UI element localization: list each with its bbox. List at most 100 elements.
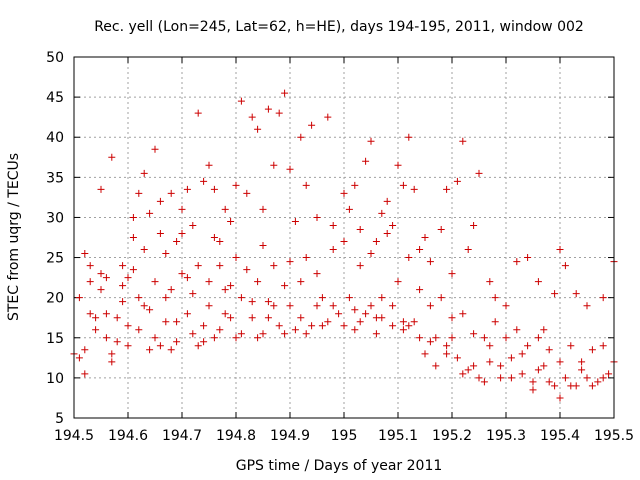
data-point — [189, 290, 197, 298]
y-tick-label: 20 — [46, 291, 64, 307]
data-point — [281, 330, 289, 338]
data-point — [313, 270, 321, 278]
data-point — [561, 374, 569, 382]
data-point — [426, 258, 434, 266]
data-point — [205, 161, 213, 169]
data-point — [448, 334, 456, 342]
data-point — [378, 294, 386, 302]
data-point — [183, 185, 191, 193]
data-point — [416, 334, 424, 342]
data-point — [572, 290, 580, 298]
data-point — [124, 274, 132, 282]
data-point — [556, 394, 564, 402]
data-point — [356, 318, 364, 326]
x-axis-label: GPS time / Days of year 2011 — [236, 458, 443, 474]
data-point — [389, 221, 397, 229]
x-tick-label: 194.9 — [270, 428, 310, 444]
y-tick-label: 40 — [46, 130, 64, 146]
data-point — [286, 258, 294, 266]
data-point — [405, 133, 413, 141]
data-point — [270, 262, 278, 270]
data-point — [173, 238, 181, 246]
data-point — [232, 181, 240, 189]
data-point — [529, 378, 537, 386]
data-point — [281, 282, 289, 290]
data-point — [178, 229, 186, 237]
x-tick-label: 194.6 — [108, 428, 148, 444]
data-point — [140, 302, 148, 310]
data-point — [599, 294, 607, 302]
data-point — [227, 217, 235, 225]
x-tick-label: 195 — [331, 428, 358, 444]
data-point — [378, 314, 386, 322]
data-point — [102, 274, 110, 282]
data-point — [443, 185, 451, 193]
y-axis-label: STEC from uqrg / TECUs — [6, 153, 22, 321]
data-point — [205, 278, 213, 286]
data-point — [351, 306, 359, 314]
data-point — [534, 334, 542, 342]
data-point — [264, 314, 272, 322]
data-point — [119, 298, 127, 306]
data-point — [248, 298, 256, 306]
data-point — [308, 322, 316, 330]
data-point — [200, 322, 208, 330]
data-point — [470, 362, 478, 370]
data-point — [243, 189, 251, 197]
data-point — [81, 370, 89, 378]
y-tick-label: 50 — [46, 50, 64, 66]
data-point — [270, 302, 278, 310]
data-point — [156, 229, 164, 237]
data-point — [227, 314, 235, 322]
data-point — [75, 294, 83, 302]
data-point — [97, 286, 105, 294]
data-point — [437, 294, 445, 302]
x-tick-label: 195.4 — [540, 428, 580, 444]
data-point — [264, 298, 272, 306]
data-point — [459, 370, 467, 378]
chart-title: Rec. yell (Lon=245, Lat=62, h=HE), days … — [94, 19, 584, 35]
data-point — [108, 358, 116, 366]
data-point — [378, 209, 386, 217]
data-point — [459, 310, 467, 318]
data-point — [432, 334, 440, 342]
data-point — [129, 213, 137, 221]
data-point — [318, 322, 326, 330]
data-point — [389, 322, 397, 330]
data-point — [108, 153, 116, 161]
data-point — [302, 181, 310, 189]
data-point — [399, 326, 407, 334]
data-point — [362, 157, 370, 165]
data-point — [151, 278, 159, 286]
data-point — [443, 350, 451, 358]
data-point — [254, 125, 262, 133]
data-point — [205, 302, 213, 310]
data-point — [356, 225, 364, 233]
data-point — [86, 262, 94, 270]
data-point — [81, 346, 89, 354]
data-point — [372, 330, 380, 338]
data-point — [426, 338, 434, 346]
data-point — [470, 221, 478, 229]
x-tick-label: 195.3 — [486, 428, 526, 444]
data-point — [410, 185, 418, 193]
data-point — [270, 161, 278, 169]
data-point — [308, 121, 316, 129]
data-point — [297, 314, 305, 322]
data-point — [108, 350, 116, 358]
data-point — [524, 342, 532, 350]
data-point — [605, 370, 613, 378]
data-point — [470, 330, 478, 338]
data-point — [151, 145, 159, 153]
data-point — [545, 346, 553, 354]
data-point — [146, 209, 154, 217]
data-point — [583, 302, 591, 310]
data-point — [297, 278, 305, 286]
data-point — [210, 334, 218, 342]
data-point — [567, 382, 575, 390]
data-point — [200, 177, 208, 185]
data-point — [135, 294, 143, 302]
data-point — [486, 278, 494, 286]
data-point — [367, 137, 375, 145]
data-point — [92, 314, 100, 322]
